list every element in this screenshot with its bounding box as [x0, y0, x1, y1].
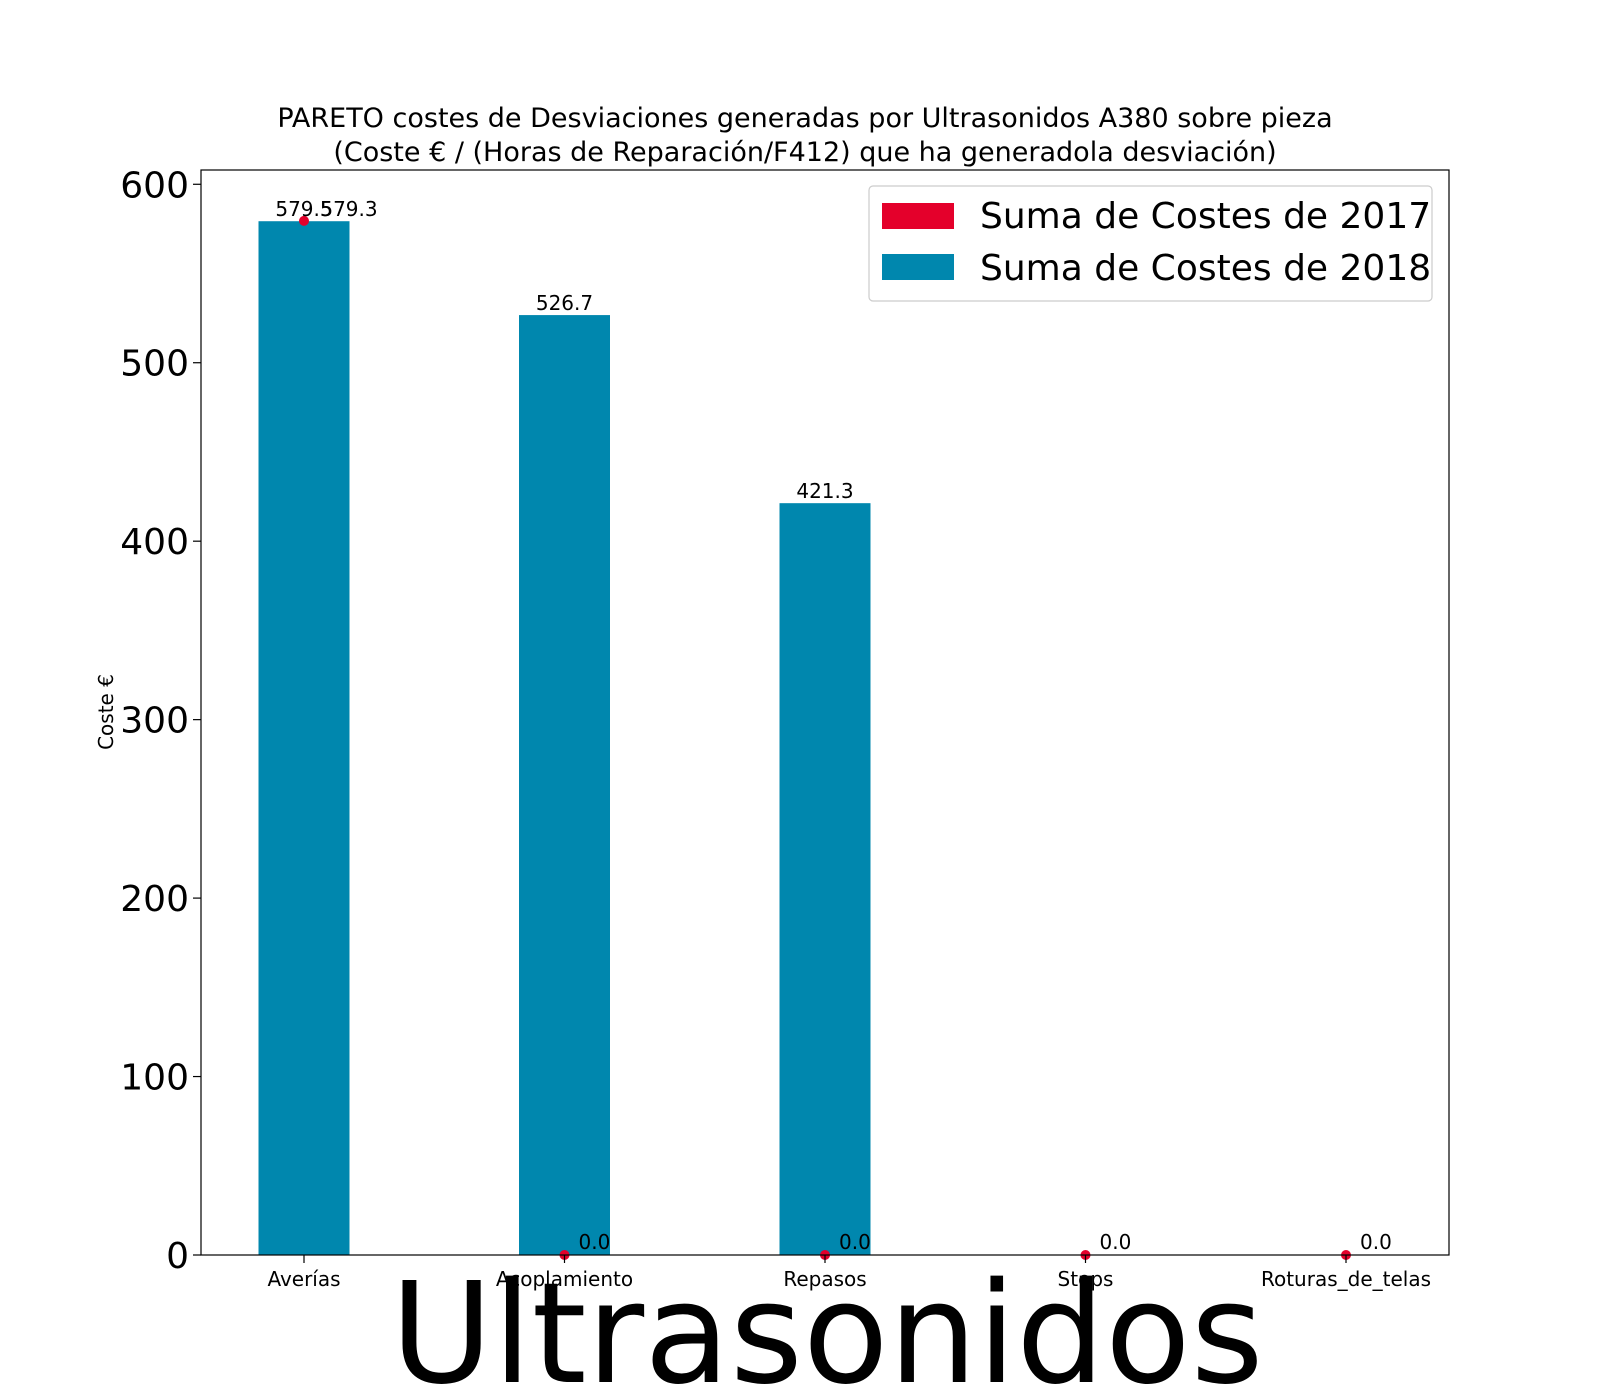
- x-tick-label: Steps: [1058, 1267, 1114, 1291]
- chart-title: PARETO costes de Desviaciones generadas …: [277, 103, 1332, 134]
- x-tick-label: Roturas_de_telas: [1261, 1267, 1431, 1291]
- bar-2018-Repasos: [779, 503, 871, 1255]
- data-label-2017-Roturas_de_telas: 0.0: [1360, 1230, 1392, 1254]
- data-label-2018-Averías: 579.3: [320, 197, 377, 221]
- point-2017-Averías: [299, 215, 309, 226]
- y-tick-label: 300: [120, 701, 189, 742]
- data-label-2017-Acoplamiento: 0.0: [579, 1230, 611, 1254]
- y-tick-label: 400: [120, 522, 189, 563]
- legend-swatch-2018: [882, 254, 954, 280]
- data-labels-layer: 579.3 526.7 421.3 579.5 0.0 0.0 0.0 0.0: [275, 197, 1391, 1254]
- bar-2018-Averías: [258, 221, 350, 1255]
- data-label-2017-Steps: 0.0: [1100, 1230, 1132, 1254]
- y-axis: 0 100 200 300 400 500 600: [120, 165, 201, 1277]
- y-tick-label: 200: [120, 879, 189, 920]
- chart-subtitle: (Coste € / (Horas de Reparación/F412) qu…: [333, 137, 1276, 168]
- x-tick-label: Acoplamiento: [496, 1267, 633, 1291]
- data-label-2018-Repasos: 421.3: [796, 479, 853, 503]
- y-tick-label: 600: [120, 165, 189, 206]
- legend-label-2018: Suma de Costes de 2018: [980, 248, 1431, 289]
- data-label-2017-Averías: 579.5: [275, 197, 332, 221]
- bars-layer: [258, 221, 871, 1255]
- x-axis: Averías Acoplamiento Repasos Steps Roturas_d…: [267, 1255, 1431, 1291]
- x-axis-label: Ultrasonidos: [390, 1253, 1263, 1400]
- data-label-2018-Acoplamiento: 526.7: [536, 291, 593, 315]
- legend-frame: [868, 185, 1433, 302]
- y-tick-label: 0: [166, 1236, 189, 1277]
- legend-label-2017: Suma de Costes de 2017: [980, 196, 1431, 237]
- x-tick-label: Repasos: [783, 1267, 866, 1291]
- bar-2018-Acoplamiento: [519, 315, 610, 1255]
- x-tick-label: Averías: [267, 1267, 340, 1291]
- legend-swatch-2017: [882, 203, 954, 229]
- y-axis-label: Coste €: [94, 674, 118, 750]
- legend: Suma de Costes de 2017 Suma de Costes de…: [868, 185, 1433, 302]
- data-label-2017-Repasos: 0.0: [839, 1230, 871, 1254]
- y-tick-label: 500: [120, 344, 189, 385]
- y-tick-label: 100: [120, 1058, 189, 1099]
